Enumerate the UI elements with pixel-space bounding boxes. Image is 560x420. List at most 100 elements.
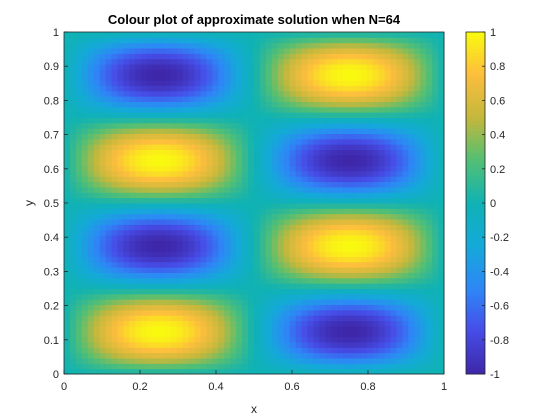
heatmap-cell — [224, 64, 231, 70]
heatmap-cell — [164, 235, 172, 241]
heatmap-cell — [343, 213, 350, 220]
heatmap-cell — [164, 357, 172, 364]
heatmap-cell — [408, 251, 415, 257]
heatmap-cell — [159, 69, 166, 76]
heatmap-cell — [129, 325, 136, 332]
heatmap-cell — [360, 277, 368, 284]
heatmap-cell — [164, 106, 172, 113]
heatmap-cell — [135, 149, 142, 156]
heatmap-cell — [360, 240, 368, 247]
heatmap-cell — [93, 128, 101, 135]
heatmap-cell — [414, 320, 421, 327]
heatmap-cell — [242, 186, 249, 193]
heatmap-cell — [313, 315, 320, 322]
heatmap-cell — [265, 245, 273, 252]
heatmap-cell — [75, 363, 83, 370]
heatmap-cell — [87, 37, 95, 44]
heatmap-cell — [111, 48, 118, 54]
heatmap-cell — [390, 336, 397, 343]
heatmap-cell — [307, 309, 314, 316]
heatmap-cell — [372, 219, 380, 225]
heatmap-cell — [69, 363, 77, 370]
heatmap-cell — [402, 309, 409, 316]
heatmap-cell — [182, 203, 190, 209]
heatmap-cell — [212, 170, 219, 177]
x-axis-label: x — [251, 402, 257, 416]
heatmap-cell — [129, 58, 136, 65]
heatmap-cell — [123, 160, 130, 167]
heatmap-cell — [123, 256, 130, 263]
heatmap-cell — [93, 117, 101, 124]
heatmap-cell — [259, 112, 267, 118]
heatmap-cell — [349, 53, 356, 60]
heatmap-cell — [366, 267, 374, 273]
heatmap-cell — [354, 261, 362, 268]
heatmap-cell — [319, 32, 326, 38]
heatmap-cell — [176, 90, 184, 97]
heatmap-cell — [147, 106, 154, 113]
heatmap-cell — [378, 96, 386, 102]
heatmap-cell — [366, 37, 374, 44]
heatmap-cell — [105, 170, 112, 177]
heatmap-cell — [325, 117, 332, 124]
heatmap-cell — [224, 352, 231, 359]
heatmap-cell — [337, 80, 344, 86]
heatmap-cell — [230, 170, 237, 177]
heatmap-cell — [378, 80, 386, 86]
heatmap-cell — [366, 304, 374, 311]
heatmap-cell — [254, 53, 261, 60]
heatmap-cell — [390, 37, 397, 44]
heatmap-cell — [188, 48, 196, 54]
heatmap-cell — [295, 160, 302, 167]
heatmap-cell — [224, 133, 231, 140]
heatmap-cell — [129, 251, 136, 257]
heatmap-cell — [224, 213, 231, 220]
heatmap-cell — [343, 117, 350, 124]
heatmap-cell — [230, 320, 237, 327]
heatmap-cell — [147, 256, 154, 263]
heatmap-cell — [349, 363, 356, 370]
heatmap-cell — [325, 368, 332, 375]
heatmap-cell — [182, 251, 190, 257]
heatmap-cell — [111, 304, 118, 311]
y-tick-label: 0 — [53, 369, 59, 381]
heatmap-cell — [396, 363, 403, 370]
heatmap-cell — [141, 133, 148, 140]
heatmap-cell — [295, 261, 302, 268]
heatmap-cell — [384, 90, 392, 97]
heatmap-cell — [438, 48, 445, 54]
heatmap-cell — [319, 293, 326, 300]
heatmap-cell — [81, 251, 89, 257]
heatmap-cell — [194, 154, 202, 161]
heatmap-cell — [259, 229, 267, 236]
heatmap-cell — [75, 122, 83, 129]
heatmap-cell — [218, 144, 225, 151]
heatmap-cell — [147, 352, 154, 359]
heatmap-cell — [283, 331, 291, 338]
heatmap-cell — [117, 341, 124, 348]
heatmap-cell — [200, 144, 207, 151]
heatmap-cell — [426, 245, 433, 252]
heatmap-cell — [105, 299, 112, 306]
heatmap-cell — [194, 203, 202, 209]
heatmap-cell — [289, 363, 297, 370]
heatmap-cell — [343, 304, 350, 311]
heatmap-cell — [414, 235, 421, 241]
heatmap-cell — [378, 368, 386, 375]
colorbar-swatch — [466, 158, 485, 163]
heatmap-cell — [289, 112, 297, 118]
colorbar-swatch — [466, 182, 485, 187]
heatmap-cell — [135, 325, 142, 332]
heatmap-cell — [99, 219, 107, 225]
heatmap-cell — [372, 368, 380, 375]
heatmap-cell — [141, 245, 148, 252]
heatmap-cell — [378, 213, 386, 220]
heatmap-cell — [265, 192, 273, 199]
heatmap-cell — [64, 170, 71, 177]
heatmap-cell — [218, 315, 225, 322]
heatmap-cell — [289, 160, 297, 167]
heatmap-cell — [64, 304, 71, 311]
heatmap-cell — [366, 80, 374, 86]
heatmap-cell — [194, 170, 202, 177]
heatmap-cell — [331, 112, 338, 118]
